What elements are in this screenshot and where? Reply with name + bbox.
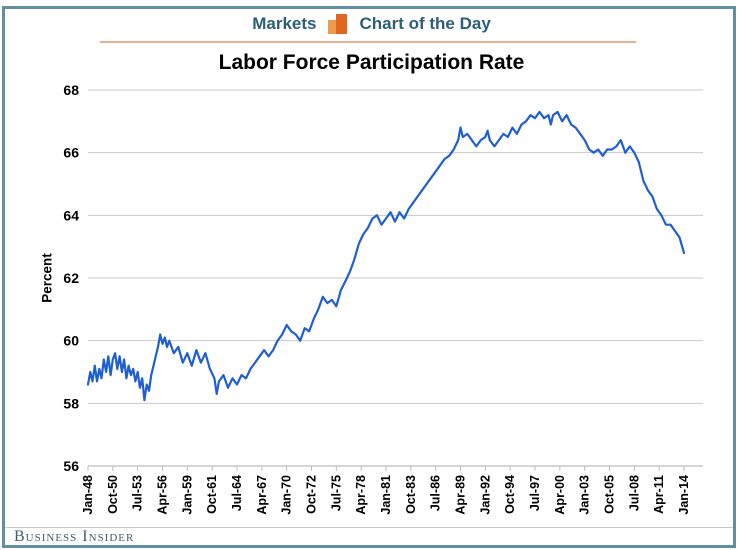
y-axis-title: Percent (40, 253, 55, 303)
header-markets-label: Markets (252, 13, 317, 33)
x-tick-label: Jan-70 (280, 475, 294, 515)
x-tick-label: Oct-72 (305, 475, 319, 514)
x-tick-label: Jan-03 (578, 475, 592, 515)
y-tick-label: 62 (63, 270, 79, 286)
footer-divider (5, 527, 733, 528)
x-tick-label: Apr-89 (454, 475, 468, 515)
x-tick-label: Apr-00 (553, 475, 567, 515)
x-tick-label: Apr-56 (156, 475, 170, 515)
y-tick-label: 68 (63, 82, 79, 98)
x-tick-label: Jan-59 (180, 475, 194, 515)
x-tick-label: Jul-75 (329, 475, 343, 511)
x-tick-label: Jul-53 (131, 475, 145, 511)
y-tick-label: 66 (63, 145, 79, 161)
bar-chart-icon (326, 12, 349, 35)
x-tick-label: Jan-14 (677, 475, 691, 515)
x-tick-label: Jul-97 (528, 475, 542, 511)
y-tick-label: 64 (63, 207, 79, 223)
x-tick-label: Oct-50 (106, 475, 120, 514)
x-tick-label: Jan-92 (478, 475, 492, 515)
x-tick-label: Jan-48 (81, 475, 95, 515)
y-tick-label: 56 (63, 458, 79, 474)
x-tick-label: Jul-64 (230, 475, 244, 511)
header: Markets Chart of the Day (0, 9, 743, 37)
x-tick-label: Oct-94 (503, 475, 517, 514)
chart-title: Labor Force Participation Rate (218, 51, 525, 74)
x-tick-label: Apr-78 (354, 475, 368, 515)
x-tick-label: Oct-05 (603, 475, 617, 514)
x-tick-label: Oct-61 (205, 475, 219, 514)
header-chart-of-day-label: Chart of the Day (359, 13, 491, 33)
y-tick-label: 60 (63, 333, 79, 349)
x-tick-label: Jul-08 (627, 475, 641, 511)
x-tick-label: Oct-83 (404, 475, 418, 514)
header-divider (100, 41, 636, 43)
x-tick-label: Apr-11 (652, 475, 666, 514)
y-tick-label: 58 (63, 395, 79, 411)
x-tick-label: Jan-81 (379, 475, 393, 515)
x-tick-label: Jul-86 (429, 475, 443, 511)
lfpr-line-chart: Jan-48 Oct-50 Jul-53 Apr-56 Jan-59 Oct-61 Jul-… (40, 82, 703, 515)
x-tick-label: Apr-67 (255, 475, 269, 515)
business-insider-logo: Business Insider (14, 528, 135, 545)
lfpr-data-line (86, 110, 686, 402)
